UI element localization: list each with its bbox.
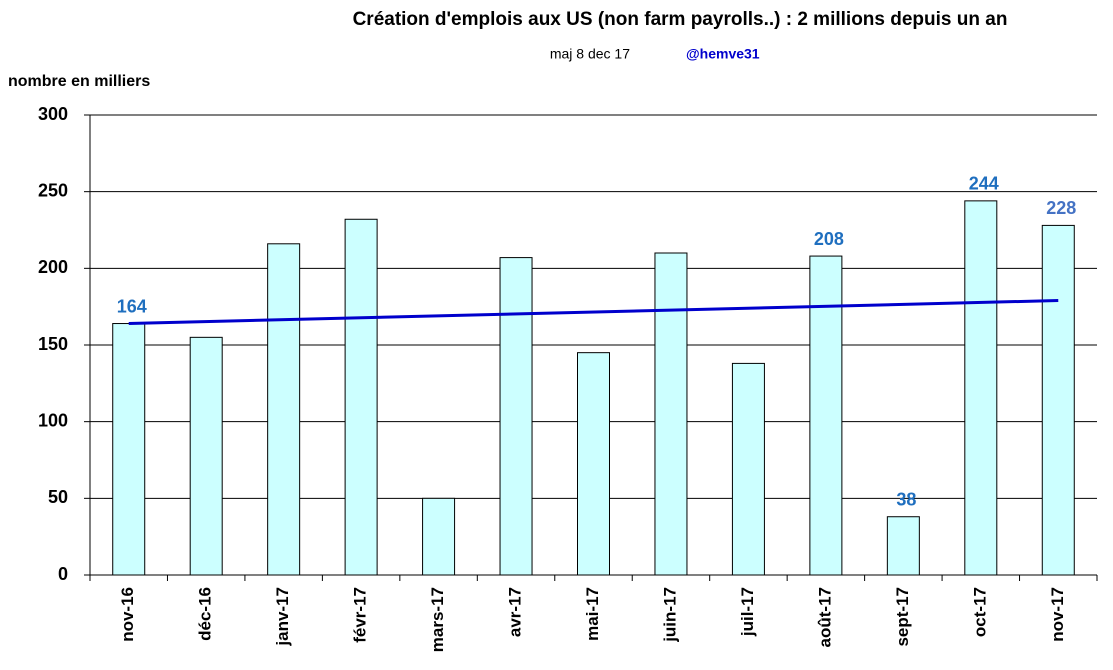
data-label: 164 <box>117 296 147 316</box>
x-tick-label: nov-17 <box>1048 587 1067 642</box>
bar <box>1041 224 1075 576</box>
x-tick-label: déc-16 <box>196 587 215 641</box>
y-tick-label: 0 <box>58 564 68 584</box>
x-tick-label: mai-17 <box>583 587 602 641</box>
x-tick-label: oct-17 <box>970 587 989 637</box>
data-label: 228 <box>1046 198 1076 218</box>
data-label: 38 <box>896 489 916 509</box>
y-axis-label: nombre en milliers <box>8 73 150 90</box>
x-tick-label: août-17 <box>815 587 834 647</box>
x-tick-label: janv-17 <box>273 587 292 647</box>
bar <box>964 200 998 576</box>
x-tick-label: mars-17 <box>428 587 447 652</box>
y-tick-label: 100 <box>38 410 68 430</box>
x-tick-label: juil-17 <box>738 587 757 637</box>
y-tick-label: 300 <box>38 104 68 124</box>
bar <box>344 218 378 576</box>
y-tick-label: 150 <box>38 334 68 354</box>
y-tick-label: 50 <box>48 487 68 507</box>
chart-title: Création d'emplois aux US (non farm payr… <box>353 9 1008 30</box>
data-label: 208 <box>814 229 844 249</box>
bar <box>267 243 301 576</box>
credit: @hemve31 <box>686 46 760 62</box>
bar <box>654 252 688 576</box>
y-tick-label: 250 <box>38 180 68 200</box>
bar <box>577 352 610 576</box>
bar <box>112 323 146 576</box>
x-tick-label: avr-17 <box>506 587 525 637</box>
bar <box>422 497 456 576</box>
x-tick-label: févr-17 <box>351 587 370 643</box>
bar <box>809 255 843 576</box>
data-label: 244 <box>969 174 999 194</box>
x-tick-label: juin-17 <box>660 587 679 643</box>
bar <box>731 362 765 576</box>
subtitle: maj 8 dec 17 <box>550 46 630 62</box>
bar <box>189 336 223 576</box>
x-tick-label: sept-17 <box>893 587 912 647</box>
trend-line <box>128 299 1059 326</box>
bar <box>499 257 533 576</box>
bar <box>886 516 920 576</box>
y-tick-label: 200 <box>38 257 68 277</box>
x-tick-label: nov-16 <box>118 587 137 642</box>
